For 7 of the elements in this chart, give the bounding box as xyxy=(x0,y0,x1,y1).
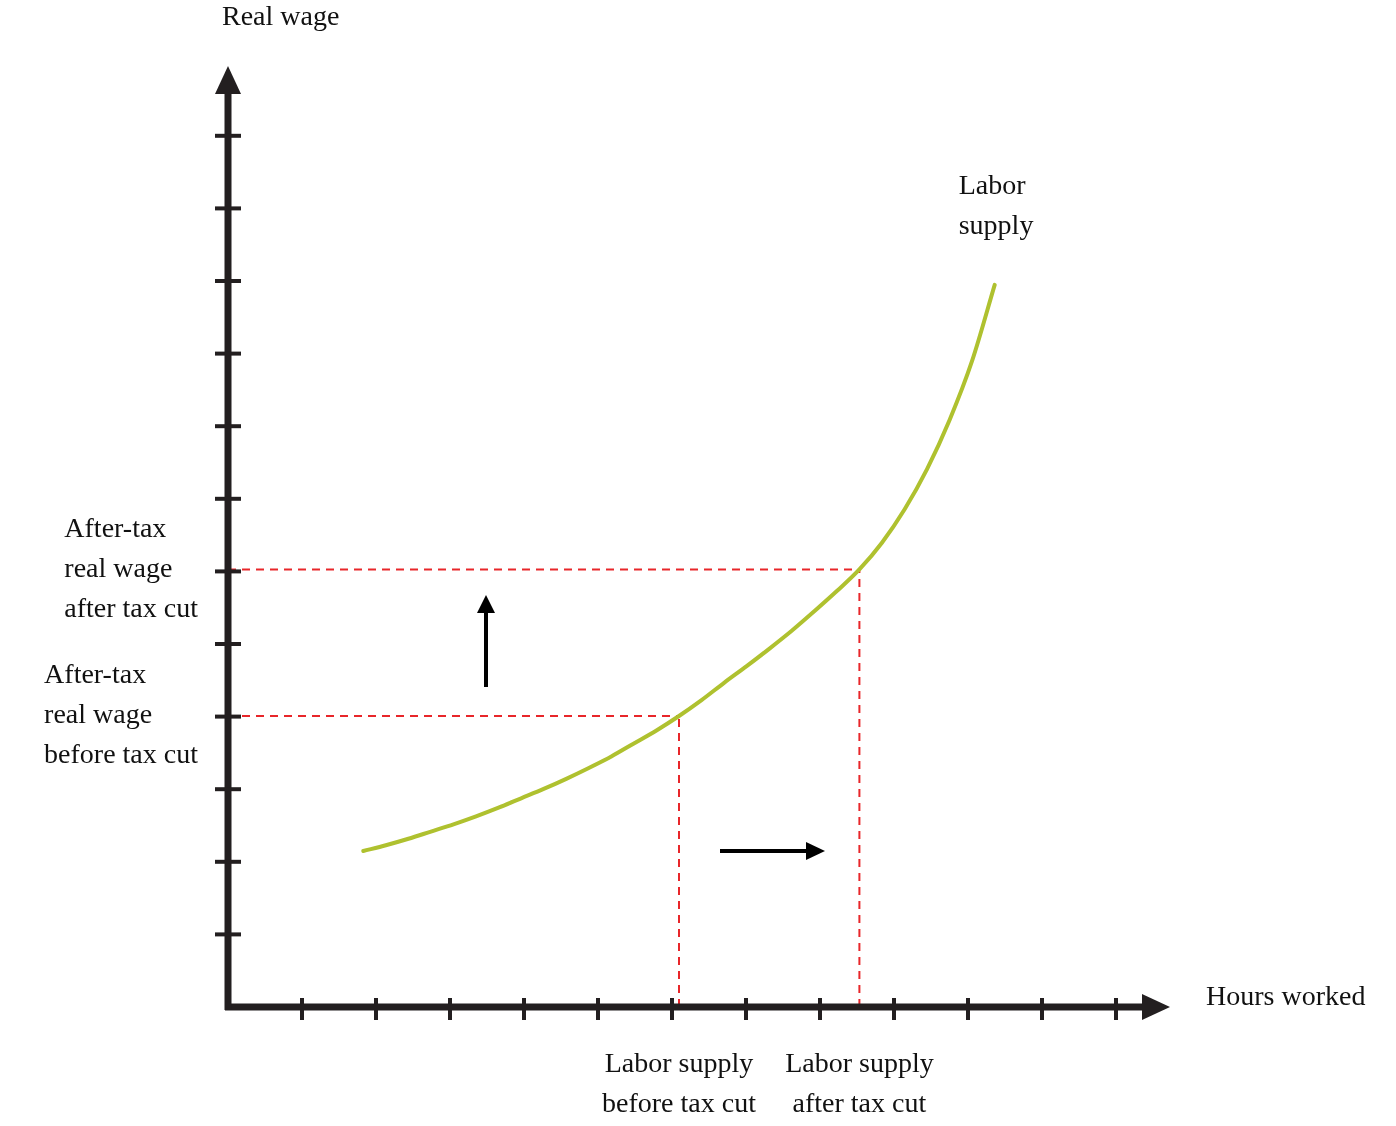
x-tick-label: Labor supply after tax cut xyxy=(785,1047,934,1119)
x-axis-title: Hours worked xyxy=(1206,980,1366,1012)
ref-line-label: After-tax real wage before tax cut xyxy=(44,658,199,770)
ref-line-label: After-tax real wage after tax cut xyxy=(64,511,199,623)
x-tick-label: Labor supply before tax cut xyxy=(602,1047,757,1119)
text: Labor supply xyxy=(958,169,1034,241)
text: Real wage xyxy=(222,0,340,32)
